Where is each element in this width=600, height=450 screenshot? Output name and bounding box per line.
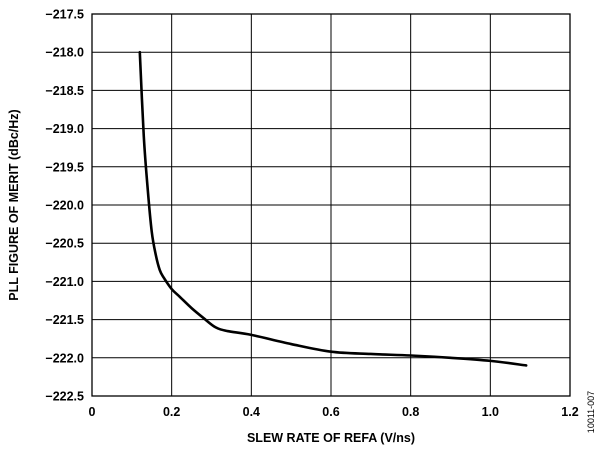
x-tick-label: 0.6: [322, 405, 339, 419]
y-tick-label: −219.5: [45, 160, 84, 174]
y-tick-label: −219.0: [45, 122, 84, 136]
y-tick-label: −221.0: [45, 275, 84, 289]
y-tick-label: −220.0: [45, 199, 84, 213]
grid-lines: [92, 14, 570, 396]
figure-id: 10011-007: [586, 391, 596, 433]
y-tick-label: −221.5: [45, 313, 84, 327]
x-tick-label: 0.4: [243, 405, 260, 419]
x-tick-label: 0.2: [163, 405, 180, 419]
plot-frame: [91, 13, 571, 397]
x-tick-label: 1.0: [482, 405, 499, 419]
series-line: [138, 50, 528, 367]
y-tick-label: −217.5: [45, 8, 84, 22]
y-tick-label: −218.0: [45, 46, 84, 60]
y-axis-title: PLL FIGURE OF MERIT (dBc/Hz): [7, 109, 21, 300]
y-tick-label: −218.5: [45, 84, 84, 98]
x-tick-label: 0.8: [402, 405, 419, 419]
x-tick-labels: 0 0.2 0.4 0.6 0.8 1.0 1.2: [89, 405, 579, 419]
y-tick-label: −222.5: [45, 390, 84, 404]
series-layer: [138, 50, 528, 367]
y-tick-labels: −217.5 −218.0 −218.5 −219.0 −219.5 −220.0 −220…: [45, 8, 84, 404]
x-tick-label: 1.2: [561, 405, 578, 419]
x-axis-title: SLEW RATE OF REFA (V/ns): [247, 431, 415, 445]
y-tick-label: −222.0: [45, 351, 84, 365]
y-tick-label: −220.5: [45, 237, 84, 251]
x-tick-label: 0: [89, 405, 96, 419]
